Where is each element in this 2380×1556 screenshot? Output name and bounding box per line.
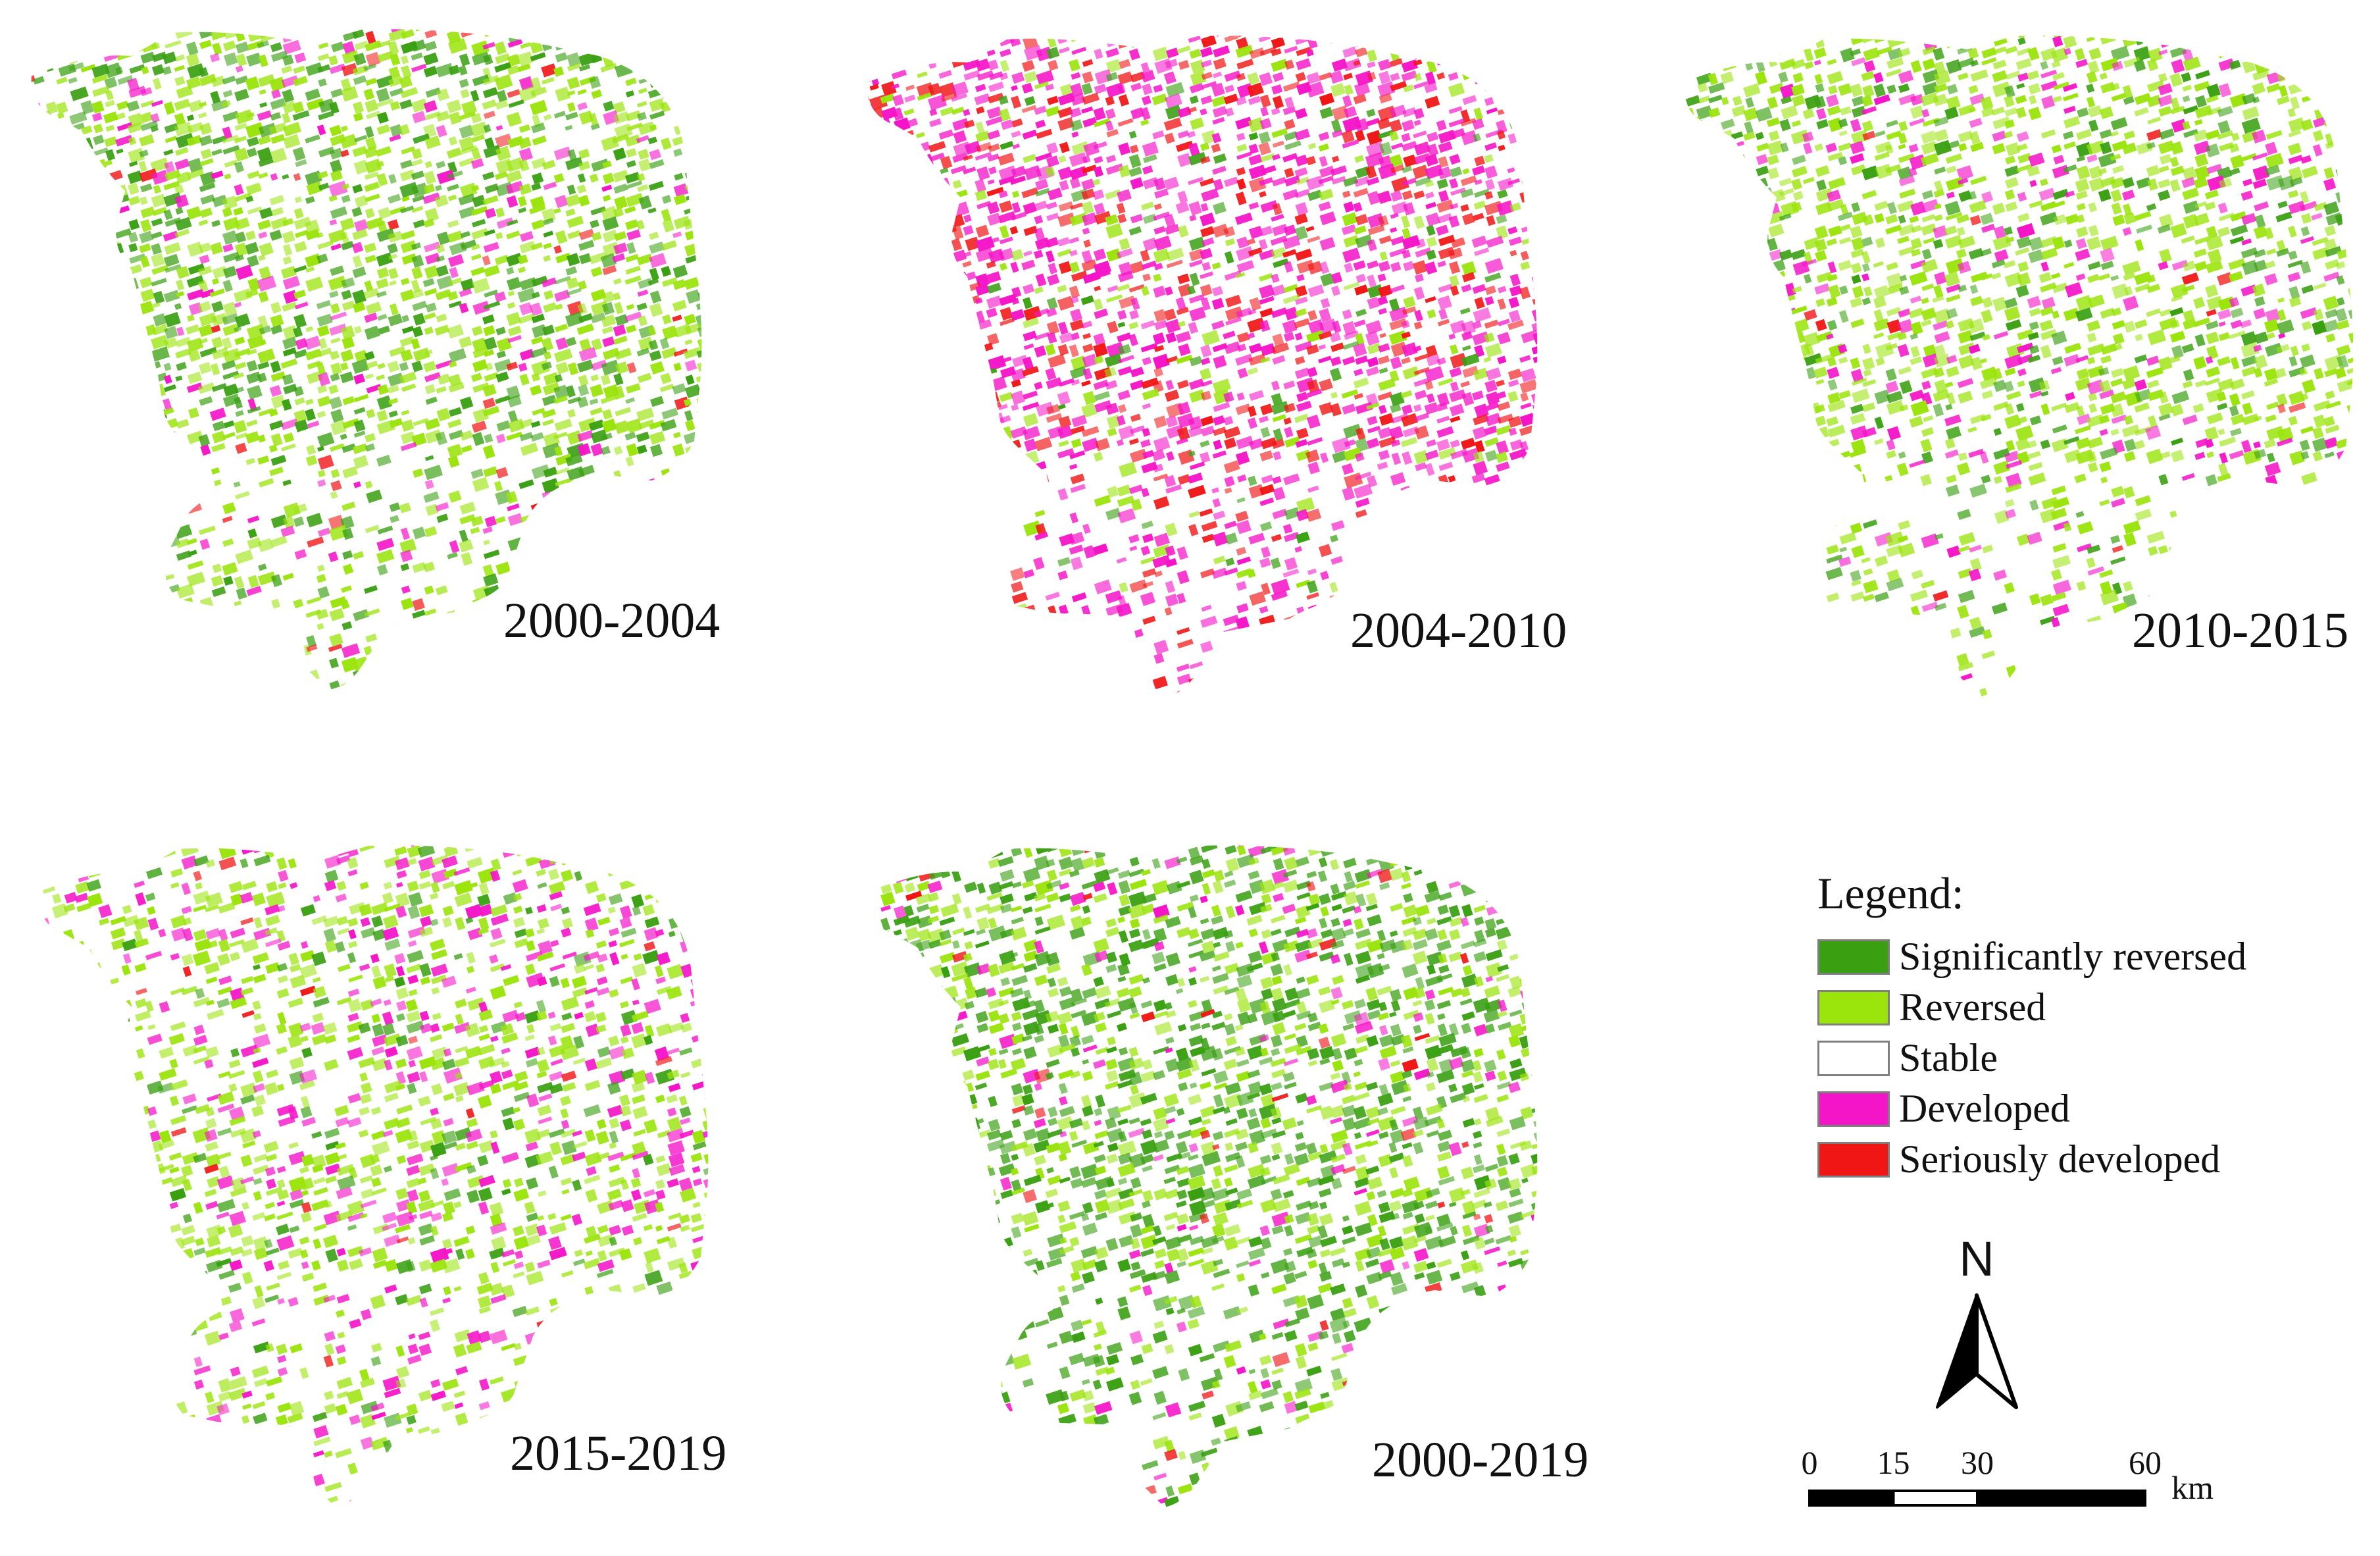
period-label-5: 2000-2019 <box>1372 1432 1589 1488</box>
period-label-1: 2000-2004 <box>503 593 721 648</box>
scale-segment <box>1808 1490 1895 1507</box>
map-3 <box>1683 36 2354 698</box>
legend-label: Reversed <box>1899 985 2046 1029</box>
legend-swatch <box>1817 1040 1890 1076</box>
legend-label: Significantly reversed <box>1899 935 2247 978</box>
legend-item: Developed <box>1817 1083 2357 1134</box>
legend-swatch <box>1817 939 1890 975</box>
scale-segment <box>1892 1490 1979 1507</box>
map-texture <box>38 845 709 1508</box>
map-panel-4 <box>26 836 750 1520</box>
north-arrow-icon <box>1936 1293 2018 1409</box>
map-panel-3 <box>1671 26 2380 711</box>
scale-bar: 0 15 30 60 km <box>1801 1438 2224 1517</box>
map-panel-5 <box>855 836 1579 1520</box>
map-panel-2 <box>855 26 1579 711</box>
legend-item: Reversed <box>1817 982 2357 1033</box>
legend-swatch <box>1817 1141 1890 1178</box>
map-texture <box>867 845 1538 1508</box>
scale-tick-label: 60 <box>2129 1444 2162 1481</box>
period-label-3: 2010-2015 <box>2132 603 2349 658</box>
legend-item: Stable <box>1817 1033 2357 1083</box>
period-label-2: 2004-2010 <box>1350 603 1567 658</box>
scale-tick-label: 0 <box>1801 1444 1818 1481</box>
map-2 <box>867 36 1538 698</box>
map-panel-1 <box>20 20 744 704</box>
legend-item: Significantly reversed <box>1817 931 2357 982</box>
legend-label: Seriously developed <box>1899 1137 2221 1181</box>
scale-bar-graphic <box>1808 1490 2146 1507</box>
scale-unit: km <box>2171 1469 2214 1506</box>
legend-swatch <box>1817 1091 1890 1127</box>
map-5 <box>867 845 1538 1508</box>
legend-item: Seriously developed <box>1817 1134 2357 1185</box>
scale-tick-label: 15 <box>1877 1444 1910 1481</box>
map-4 <box>38 845 709 1508</box>
north-letter: N <box>1959 1232 1994 1286</box>
map-1 <box>31 29 702 692</box>
legend-items: Significantly reversed Reversed Stable Deve… <box>1817 931 2357 1185</box>
legend-label: Developed <box>1899 1087 2070 1130</box>
legend-label: Stable <box>1899 1036 1998 1079</box>
scale-tick-label: 30 <box>1961 1444 1994 1481</box>
period-label-4: 2015-2019 <box>510 1426 727 1481</box>
legend-swatch <box>1817 989 1890 1025</box>
legend-title: Legend: <box>1817 868 1964 918</box>
scale-segment <box>1976 1490 2146 1507</box>
map-legend: Legend: Significantly reversed Reversed St… <box>1817 868 2357 1185</box>
